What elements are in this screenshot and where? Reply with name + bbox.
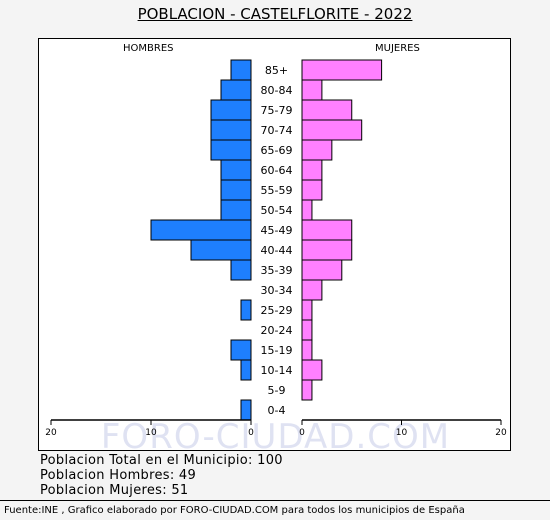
bar-men-35-39 [230, 259, 252, 281]
age-label-30-34: 30-34 [261, 284, 293, 297]
bar-women-80-84 [301, 79, 323, 101]
bar-men-75-79 [210, 99, 252, 121]
summary-total: Poblacion Total en el Municipio: 100 [40, 453, 283, 468]
bar-women-60-64 [301, 159, 323, 181]
bar-men-55-59 [220, 179, 252, 201]
bar-men-10-14 [240, 359, 252, 381]
bar-men-85+ [230, 59, 252, 81]
age-label-20-24: 20-24 [261, 324, 293, 337]
bar-women-55-59 [301, 179, 323, 201]
summary-women: Poblacion Mujeres: 51 [40, 483, 189, 498]
age-label-5-9: 5-9 [268, 384, 286, 397]
age-label-70-74: 70-74 [261, 124, 293, 137]
age-label-25-29: 25-29 [261, 304, 293, 317]
tick-label-right-10: 10 [396, 428, 408, 438]
tick-label-left-10: 10 [145, 428, 157, 438]
tick-label-left-0: 0 [248, 428, 254, 438]
age-label-15-19: 15-19 [261, 344, 293, 357]
age-label-35-39: 35-39 [261, 264, 293, 277]
bar-men-50-54 [220, 199, 252, 221]
bar-women-70-74 [301, 119, 363, 141]
age-label-0-4: 0-4 [268, 404, 286, 417]
age-label-65-69: 65-69 [261, 144, 293, 157]
bar-men-80-84 [220, 79, 252, 101]
chart-title: POBLACION - CASTELFLORITE - 2022 [137, 5, 413, 23]
bar-women-5-9 [301, 379, 313, 401]
bar-women-10-14 [301, 359, 323, 381]
age-label-85+: 85+ [265, 64, 288, 77]
tick-label-left-20: 20 [45, 428, 57, 438]
bar-women-30-34 [301, 279, 323, 301]
bar-men-65-69 [210, 139, 252, 161]
bar-men-40-44 [190, 239, 252, 261]
plot-area: HOMBRES MUJERES FORO-CIUDAD.COM 85+ 80-84… [38, 38, 511, 457]
age-label-40-44: 40-44 [261, 244, 293, 257]
bar-women-45-49 [301, 219, 353, 241]
bar-women-35-39 [301, 259, 343, 281]
age-label-60-64: 60-64 [261, 164, 293, 177]
footer-source: Fuente:INE , Grafico elaborado por FORO-… [0, 500, 550, 520]
bar-men-25-29 [240, 299, 252, 321]
bar-men-60-64 [220, 159, 252, 181]
bar-men-45-49 [150, 219, 252, 241]
bar-women-75-79 [301, 99, 353, 121]
age-label-75-79: 75-79 [261, 104, 293, 117]
age-label-55-59: 55-59 [261, 184, 293, 197]
tick-label-right-0: 0 [299, 428, 305, 438]
bar-women-20-24 [301, 319, 313, 341]
age-label-50-54: 50-54 [261, 204, 293, 217]
bar-women-65-69 [301, 139, 333, 161]
bar-men-15-19 [230, 339, 252, 361]
age-label-10-14: 10-14 [261, 364, 293, 377]
summary-men: Poblacion Hombres: 49 [40, 468, 197, 483]
women-label: MUJERES [375, 43, 420, 54]
men-label: HOMBRES [123, 43, 174, 54]
bar-women-85+ [301, 59, 383, 81]
bar-women-50-54 [301, 199, 313, 221]
bar-men-0-4 [240, 399, 252, 421]
age-label-45-49: 45-49 [261, 224, 293, 237]
bar-women-40-44 [301, 239, 353, 261]
age-label-80-84: 80-84 [261, 84, 293, 97]
tick-label-right-20: 20 [495, 428, 507, 438]
bar-women-15-19 [301, 339, 313, 361]
bar-women-25-29 [301, 299, 313, 321]
bar-men-70-74 [210, 119, 252, 141]
pyramid-chart: 85+ 80-84 75-79 70-74 65-69 60-64 55-59 50-54 45… [45, 59, 507, 438]
